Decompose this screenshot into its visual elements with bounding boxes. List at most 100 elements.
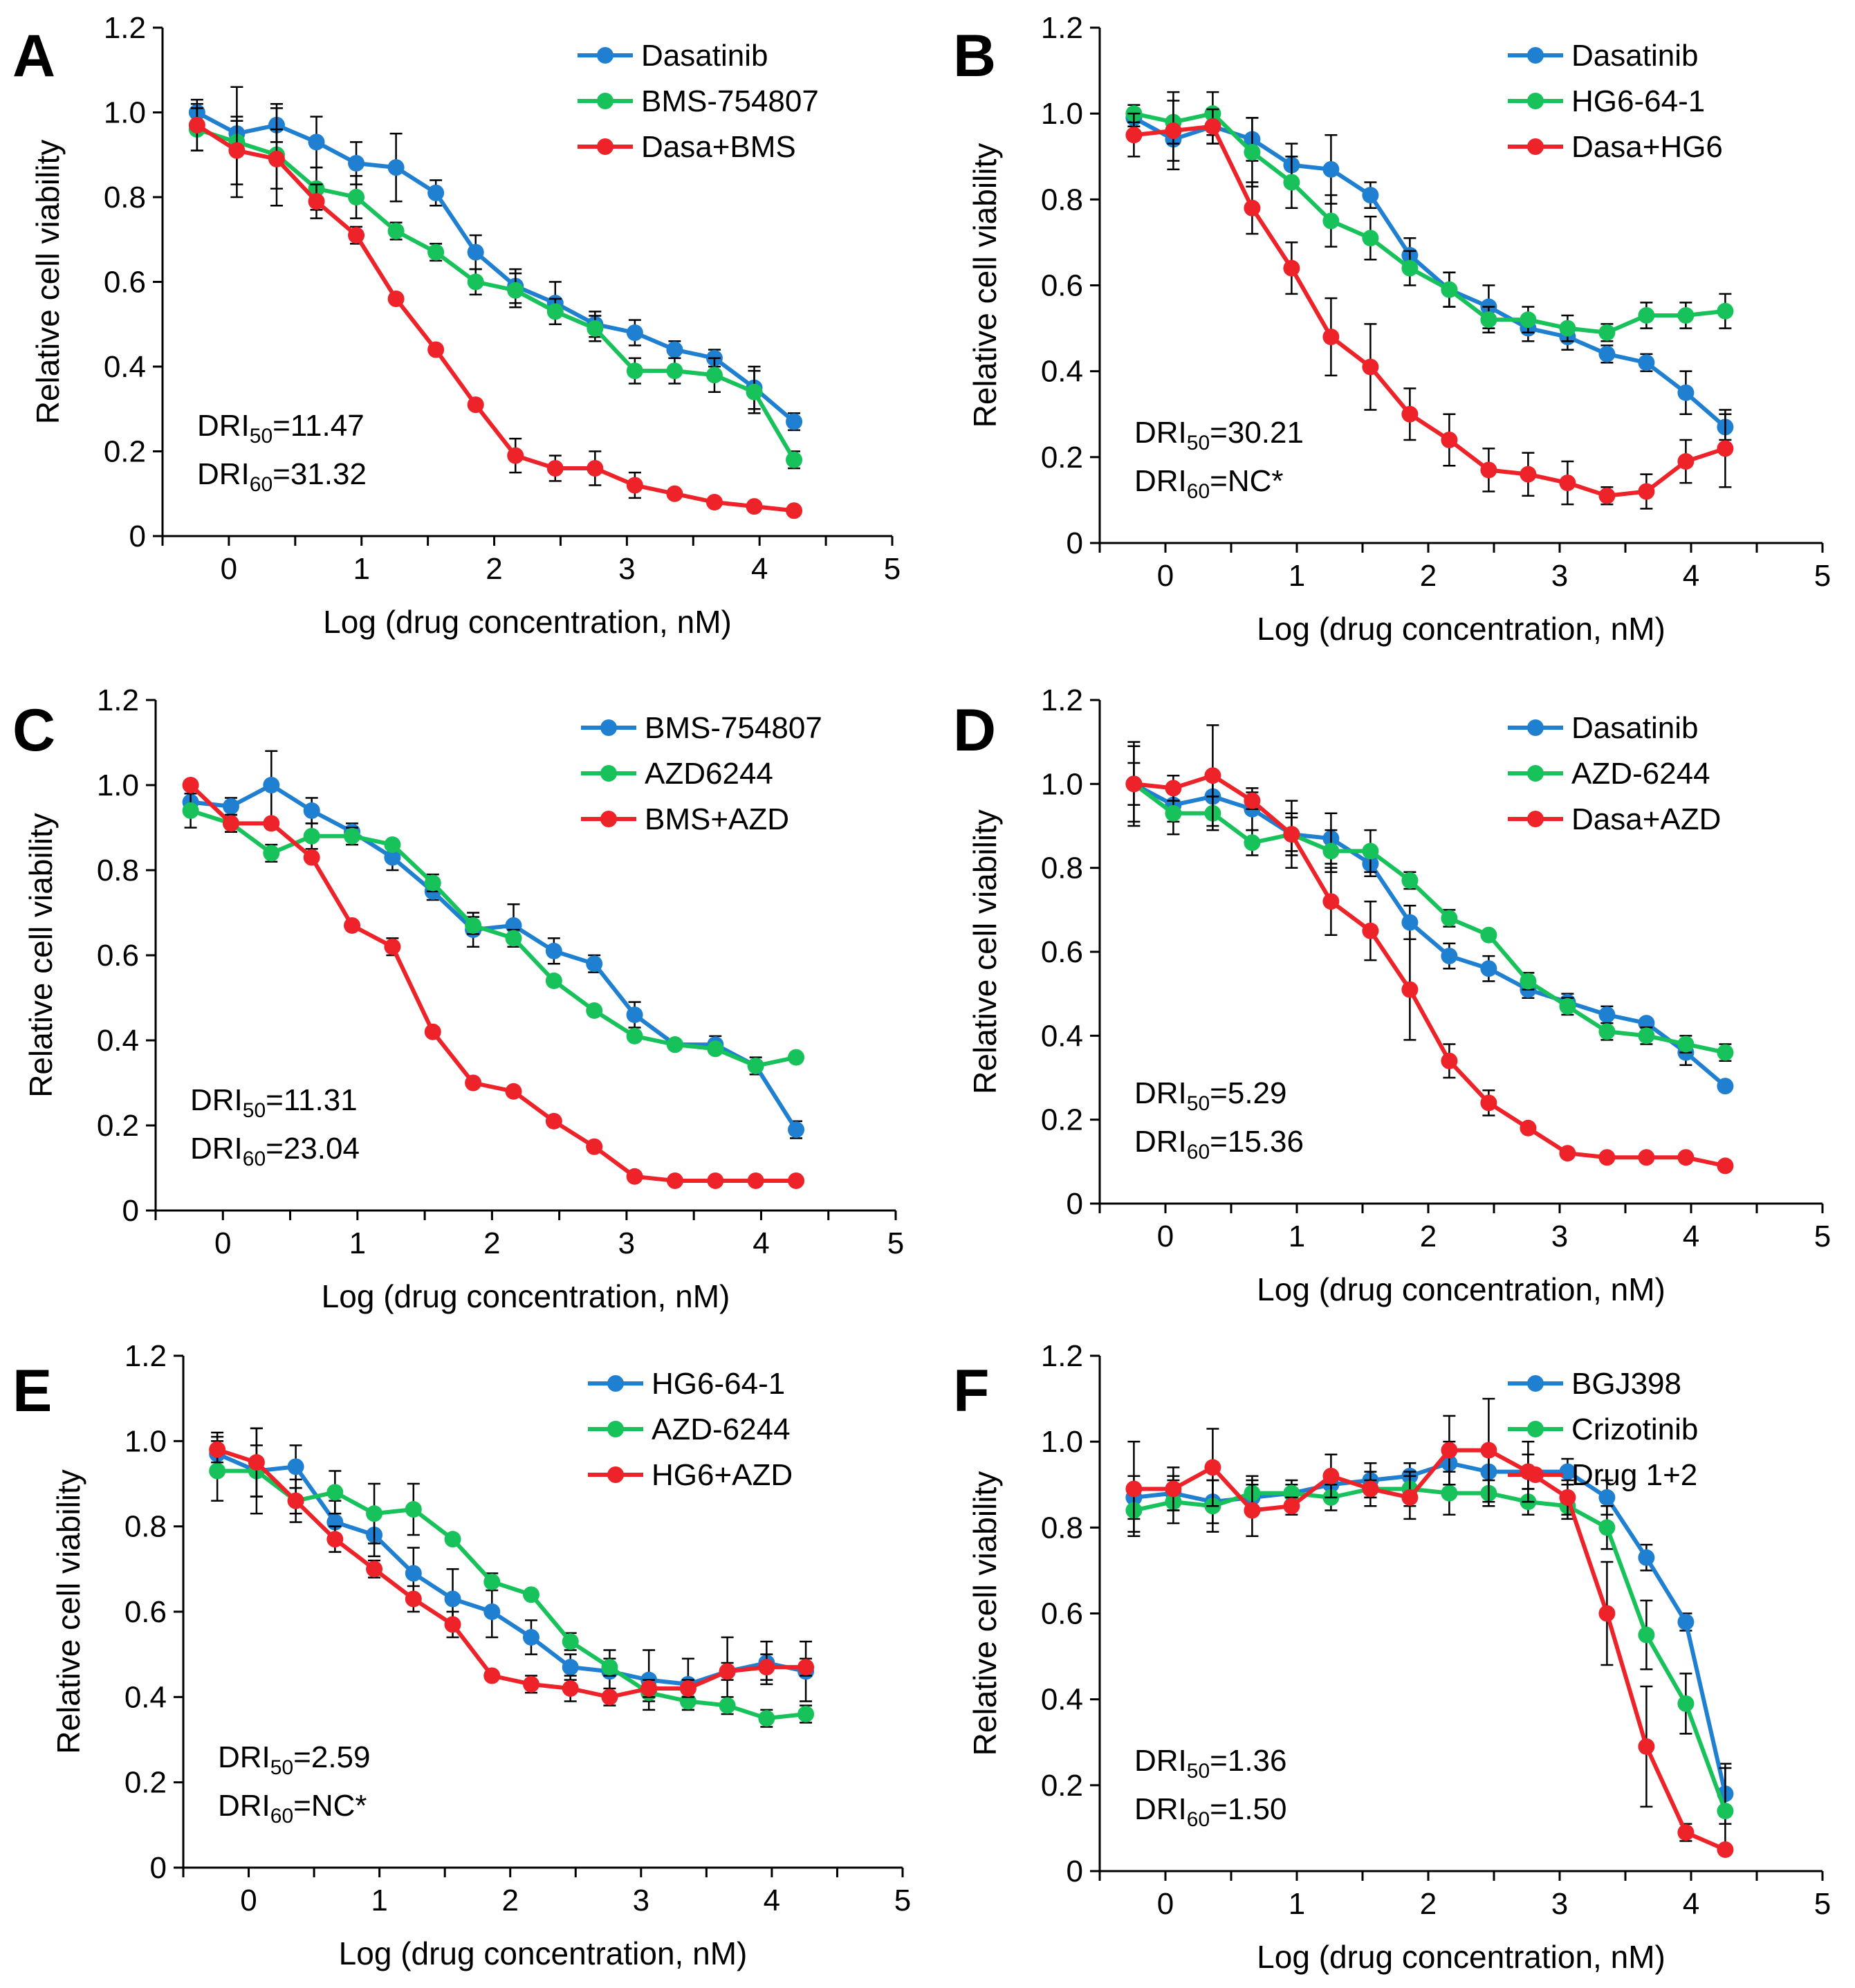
data-point — [1165, 1480, 1182, 1498]
y-tick-label: 0 — [122, 1194, 139, 1228]
x-axis-title: Log (drug concentration, nM) — [323, 604, 732, 640]
legend-marker — [597, 47, 613, 64]
y-axis-title: Relative cell viability — [23, 813, 59, 1098]
data-point — [405, 1501, 422, 1518]
data-point — [1401, 1489, 1419, 1506]
data-point — [626, 1027, 643, 1044]
data-point — [1480, 1442, 1497, 1459]
y-axis-title: Relative cell viability — [967, 143, 1003, 428]
y-tick-label: 0.4 — [104, 350, 146, 384]
data-point — [1638, 306, 1655, 324]
data-point — [1165, 804, 1182, 822]
y-tick-label: 0.6 — [1041, 1597, 1083, 1631]
data-point — [666, 485, 683, 502]
data-point — [1480, 461, 1497, 479]
y-tick-label: 1.2 — [1041, 11, 1083, 45]
data-point — [303, 849, 320, 866]
data-point — [444, 1590, 461, 1608]
y-tick-label: 1.0 — [104, 96, 146, 130]
legend-label: BMS-754807 — [641, 84, 819, 118]
data-point — [1441, 1052, 1458, 1069]
data-point — [405, 1565, 422, 1582]
data-point — [1362, 922, 1379, 939]
data-point — [483, 1573, 501, 1590]
data-point — [248, 1454, 265, 1471]
data-point — [326, 1484, 344, 1501]
x-tick-label: 3 — [633, 1884, 649, 1917]
panel-letter: A — [12, 23, 55, 89]
y-tick-label: 0.4 — [124, 1680, 167, 1714]
series-bms-azd — [182, 777, 805, 1189]
x-axis-title: Log (drug concentration, nM) — [339, 1935, 748, 1971]
y-tick-label: 0 — [1067, 526, 1083, 560]
panel-f: F 0 0.2 0.4 0.6 0.8 1.0 1.2 0 1 2 3 4 5 Log (drug conc… — [953, 1339, 1831, 1975]
legend-label: Drug 1+2 — [1571, 1458, 1697, 1492]
series-line — [190, 809, 797, 1068]
data-point — [545, 972, 562, 989]
y-tick-label: 0 — [129, 519, 146, 553]
y-tick-label: 0.2 — [1041, 1769, 1083, 1803]
series-line — [1132, 782, 1726, 1055]
legend-marker — [600, 765, 617, 782]
data-point — [666, 362, 683, 380]
y-tick-label: 0 — [1067, 1854, 1083, 1888]
data-point — [522, 1586, 539, 1603]
legend-label: AZD6244 — [645, 757, 773, 791]
data-point — [601, 1688, 618, 1706]
data-point — [1638, 1149, 1655, 1166]
data-point — [1598, 1519, 1616, 1536]
legend-label: BMS-754807 — [645, 711, 822, 745]
data-point — [1401, 872, 1419, 889]
y-tick-label: 0.2 — [97, 1109, 139, 1143]
y-tick-label: 1.2 — [1041, 683, 1083, 717]
data-point — [1441, 1484, 1458, 1502]
data-point — [1125, 1480, 1143, 1498]
x-tick-label: 4 — [751, 552, 768, 586]
data-point — [1441, 432, 1458, 448]
data-point — [387, 159, 405, 176]
data-point — [1677, 1695, 1695, 1712]
y-tick-label: 1.0 — [124, 1424, 167, 1458]
data-point — [1559, 475, 1576, 492]
data-point — [348, 189, 365, 205]
series-line — [1132, 782, 1727, 1088]
data-point — [1717, 1157, 1734, 1175]
data-point — [263, 845, 280, 862]
y-tick-label: 0.2 — [1041, 441, 1083, 475]
data-point — [1480, 1094, 1497, 1112]
x-tick-label: 0 — [1157, 559, 1174, 593]
legend-marker — [600, 811, 617, 827]
panel-letter: B — [953, 23, 996, 89]
legend-marker — [1527, 1466, 1544, 1483]
data-point — [1401, 405, 1419, 423]
y-tick-label: 1.2 — [124, 1339, 167, 1373]
data-point — [788, 1049, 805, 1066]
y-tick-label: 0.8 — [124, 1510, 167, 1544]
data-point — [263, 777, 280, 793]
data-point — [1677, 306, 1695, 324]
series-line — [217, 1469, 806, 1721]
legend-marker — [597, 138, 613, 155]
data-point — [1598, 487, 1616, 504]
data-point — [746, 383, 763, 401]
data-point — [1598, 1023, 1616, 1040]
legend-label: BGJ398 — [1571, 1367, 1681, 1401]
data-point — [1677, 1824, 1695, 1841]
data-point — [384, 836, 401, 854]
x-axis-title: Log (drug concentration, nM) — [1257, 1939, 1665, 1975]
data-point — [1638, 354, 1655, 371]
legend-marker — [600, 719, 617, 736]
y-tick-label: 0.2 — [104, 435, 146, 469]
data-point — [562, 1680, 579, 1697]
data-point — [427, 243, 445, 261]
x-tick-label: 5 — [887, 1226, 904, 1260]
series-line — [196, 123, 795, 513]
x-tick-label: 2 — [483, 1226, 500, 1260]
data-point — [1717, 1078, 1734, 1095]
data-point — [1362, 230, 1379, 247]
legend-marker — [1527, 1421, 1544, 1437]
data-point — [1441, 281, 1458, 298]
data-point — [1244, 834, 1261, 852]
x-tick-label: 3 — [1551, 1887, 1568, 1921]
